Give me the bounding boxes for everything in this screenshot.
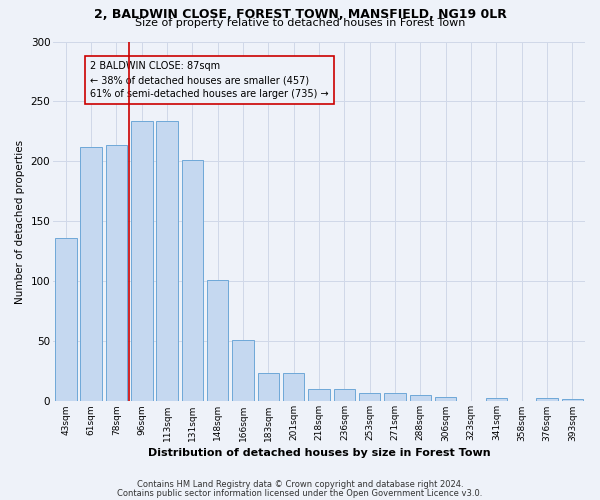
Bar: [435, 396, 457, 402]
Text: 2 BALDWIN CLOSE: 87sqm
← 38% of detached houses are smaller (457)
61% of semi-de: 2 BALDWIN CLOSE: 87sqm ← 38% of detached…: [91, 62, 329, 100]
Bar: [232, 340, 254, 402]
Text: Contains HM Land Registry data © Crown copyright and database right 2024.: Contains HM Land Registry data © Crown c…: [137, 480, 463, 489]
Text: Size of property relative to detached houses in Forest Town: Size of property relative to detached ho…: [135, 18, 465, 28]
Bar: [359, 393, 380, 402]
Bar: [562, 399, 583, 402]
Bar: [384, 393, 406, 402]
Bar: [157, 120, 178, 402]
Bar: [283, 372, 304, 402]
Text: 2, BALDWIN CLOSE, FOREST TOWN, MANSFIELD, NG19 0LR: 2, BALDWIN CLOSE, FOREST TOWN, MANSFIELD…: [94, 8, 506, 20]
Bar: [131, 120, 152, 402]
Bar: [410, 396, 431, 402]
Bar: [106, 144, 127, 402]
Bar: [334, 390, 355, 402]
Bar: [257, 372, 279, 402]
Bar: [55, 238, 77, 402]
Bar: [207, 280, 229, 402]
Text: Contains public sector information licensed under the Open Government Licence v3: Contains public sector information licen…: [118, 488, 482, 498]
Bar: [485, 398, 507, 402]
Bar: [80, 147, 102, 402]
X-axis label: Distribution of detached houses by size in Forest Town: Distribution of detached houses by size …: [148, 448, 490, 458]
Bar: [182, 160, 203, 402]
Bar: [308, 390, 330, 402]
Bar: [536, 398, 558, 402]
Y-axis label: Number of detached properties: Number of detached properties: [15, 140, 25, 304]
